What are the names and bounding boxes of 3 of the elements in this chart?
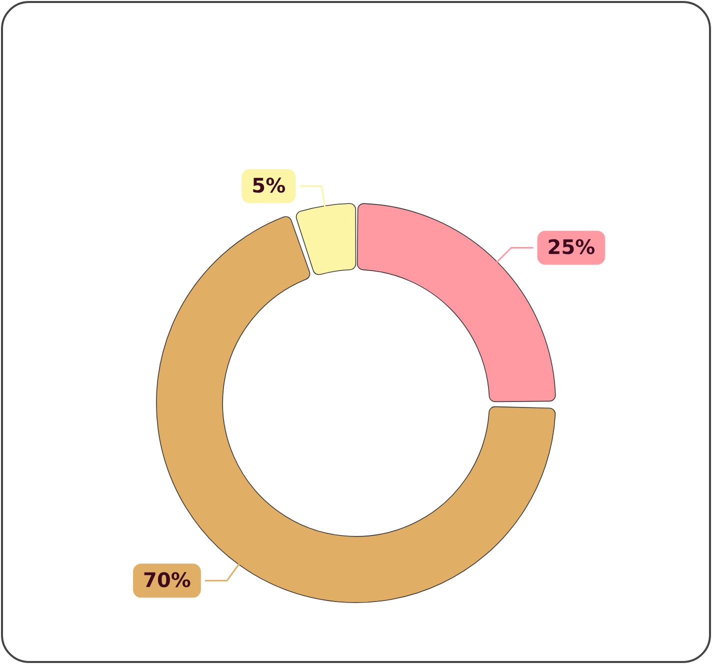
data-label: 25% [547,234,596,259]
data-label: 5% [252,173,286,198]
data-label: 70% [143,568,191,592]
